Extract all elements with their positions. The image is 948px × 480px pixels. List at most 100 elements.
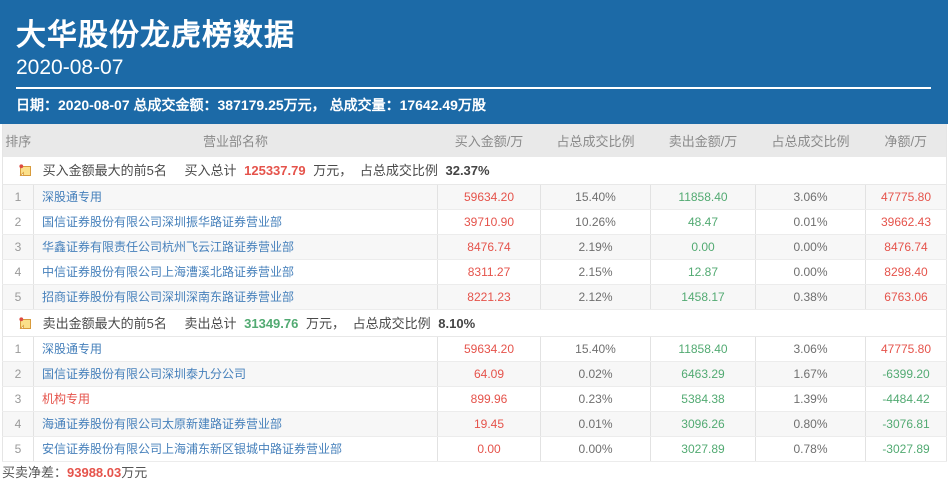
broker-cell: 国信证券股份有限公司深圳振华路证券营业部 xyxy=(33,209,438,235)
broker-link[interactable]: 华鑫证券有限责任公司杭州飞云江路证券营业部 xyxy=(42,240,295,254)
net-cell: 6763.06 xyxy=(865,284,947,310)
sell-amount-cell: 3027.89 xyxy=(650,436,756,462)
buy-amount-cell: 8476.74 xyxy=(437,234,541,260)
rank-cell: 4 xyxy=(2,411,34,437)
buy-total-label: 买入总计 xyxy=(184,163,237,179)
broker-cell: 安信证券股份有限公司上海浦东新区银城中路证券营业部 xyxy=(33,436,438,462)
sell-amount-cell: 3096.26 xyxy=(650,411,756,437)
broker-cell: 深股通专用 xyxy=(33,336,438,362)
broker-label: 机构专用 xyxy=(42,392,91,406)
sell-amount-cell: 11858.40 xyxy=(650,184,756,210)
net-cell: 47775.80 xyxy=(865,336,947,362)
sell-amount-cell: 48.47 xyxy=(650,209,756,235)
rank-cell: 5 xyxy=(2,436,34,462)
summary-line: 日期：2020-08-07 总成交金额：387179.25万元， 总成交量：17… xyxy=(16,97,486,113)
table-row: 5 招商证券股份有限公司深圳深南东路证券营业部 8221.23 2.12% 14… xyxy=(2,284,947,310)
buy-total-value: 125337.79 xyxy=(244,163,306,179)
net-cell: 8476.74 xyxy=(865,234,947,260)
broker-link[interactable]: 中信证券股份有限公司上海漕溪北路证券营业部 xyxy=(42,265,295,279)
page-header: 大华股份龙虎榜数据 2020-08-07 日期：2020-08-07 总成交金额… xyxy=(0,0,948,124)
broker-cell: 招商证券股份有限公司深圳深南东路证券营业部 xyxy=(33,284,438,310)
sell-total-value: 31349.76 xyxy=(244,315,299,331)
sell-amount-cell: 6463.29 xyxy=(650,361,756,387)
buy-total-unit: 万元， xyxy=(313,163,353,179)
net-cell: -6399.20 xyxy=(865,361,947,387)
broker-cell: 华鑫证券有限责任公司杭州飞云江路证券营业部 xyxy=(33,234,438,260)
buy-amount-cell: 8221.23 xyxy=(437,284,541,310)
buy-pct-cell: 2.19% xyxy=(540,234,651,260)
broker-cell: 中信证券股份有限公司上海漕溪北路证券营业部 xyxy=(33,259,438,285)
broker-cell: 海通证券股份有限公司太原新建路证券营业部 xyxy=(33,411,438,437)
col-sell-amount: 卖出金额/万 xyxy=(650,124,756,157)
sell-amount-cell: 5384.38 xyxy=(650,386,756,412)
buy-pct-cell: 0.23% xyxy=(540,386,651,412)
buy-amount-cell: 0.00 xyxy=(437,436,541,462)
table-row: 3 华鑫证券有限责任公司杭州飞云江路证券营业部 8476.74 2.19% 0.… xyxy=(2,234,947,260)
buy-ratio-value: 32.37% xyxy=(445,163,490,179)
rank-cell: 1 xyxy=(2,184,34,210)
table-row: 3 机构专用 899.96 0.23% 5384.38 1.39% -4484.… xyxy=(2,386,947,412)
broker-link[interactable]: 国信证券股份有限公司深圳振华路证券营业部 xyxy=(42,215,283,229)
sell-pct-cell: 3.06% xyxy=(755,336,866,362)
net-cell: 8298.40 xyxy=(865,259,947,285)
rank-cell: 3 xyxy=(2,234,34,260)
rank-cell: 2 xyxy=(2,209,34,235)
page-title: 大华股份龙虎榜数据 xyxy=(16,19,295,52)
broker-link[interactable]: 招商证券股份有限公司深圳深南东路证券营业部 xyxy=(42,290,295,304)
buy-pct-cell: 0.00% xyxy=(540,436,651,462)
rank-cell: 5 xyxy=(2,284,34,310)
net-cell: 39662.43 xyxy=(865,209,947,235)
note-icon xyxy=(19,164,32,180)
buy-pct-cell: 0.02% xyxy=(540,361,651,387)
table-row: 5 安信证券股份有限公司上海浦东新区银城中路证券营业部 0.00 0.00% 3… xyxy=(2,436,947,462)
net-diff-value: 93988.03 xyxy=(67,464,122,480)
sell-pct-cell: 1.39% xyxy=(755,386,866,412)
table-row: 2 国信证券股份有限公司深圳泰九分公司 64.09 0.02% 6463.29 … xyxy=(2,361,947,387)
broker-cell: 国信证券股份有限公司深圳泰九分公司 xyxy=(33,361,438,387)
sell-pct-cell: 1.67% xyxy=(755,361,866,387)
page-date: 2020-08-07 xyxy=(16,56,124,79)
sell-pct-cell: 0.00% xyxy=(755,234,866,260)
broker-link[interactable]: 国信证券股份有限公司深圳泰九分公司 xyxy=(42,367,247,381)
broker-link[interactable]: 深股通专用 xyxy=(42,342,103,356)
sell-ratio-value: 8.10% xyxy=(438,315,476,331)
sell-total-unit: 万元， xyxy=(305,315,345,331)
buy-pct-cell: 2.15% xyxy=(540,259,651,285)
sell-amount-cell: 0.00 xyxy=(650,234,756,260)
buy-amount-cell: 59634.20 xyxy=(437,184,541,210)
buy-amount-cell: 899.96 xyxy=(437,386,541,412)
buy-ratio-label: 占总成交比例 xyxy=(359,163,438,179)
net-cell: -3076.81 xyxy=(865,411,947,437)
buy-pct-cell: 2.12% xyxy=(540,284,651,310)
sell-amount-cell: 11858.40 xyxy=(650,336,756,362)
note-icon xyxy=(19,316,32,333)
sell-pct-cell: 0.80% xyxy=(755,411,866,437)
broker-link[interactable]: 安信证券股份有限公司上海浦东新区银城中路证券营业部 xyxy=(42,442,343,456)
sell-total-label: 卖出总计 xyxy=(184,315,237,331)
net-diff-footer: 买卖净差：93988.03万元 xyxy=(0,462,948,480)
buy-amount-cell: 59634.20 xyxy=(437,336,541,362)
sell-pct-cell: 0.78% xyxy=(755,436,866,462)
buy-amount-cell: 8311.27 xyxy=(437,259,541,285)
header-divider xyxy=(16,87,931,89)
table-header-row: 排序 营业部名称 买入金额/万 占总成交比例 卖出金额/万 占总成交比例 净额/… xyxy=(2,124,947,157)
sell-pct-cell: 3.06% xyxy=(755,184,866,210)
col-buy-pct: 占总成交比例 xyxy=(540,124,651,157)
sell-pct-cell: 0.01% xyxy=(755,209,866,235)
rank-cell: 4 xyxy=(2,259,34,285)
broker-cell: 深股通专用 xyxy=(33,184,438,210)
sell-pct-cell: 0.00% xyxy=(755,259,866,285)
table-row: 1 深股通专用 59634.20 15.40% 11858.40 3.06% 4… xyxy=(2,184,947,210)
buy-pct-cell: 0.01% xyxy=(540,411,651,437)
broker-link[interactable]: 深股通专用 xyxy=(42,190,103,204)
lhb-table: 排序 营业部名称 买入金额/万 占总成交比例 卖出金额/万 占总成交比例 净额/… xyxy=(2,124,947,462)
broker-link[interactable]: 海通证券股份有限公司太原新建路证券营业部 xyxy=(42,417,283,431)
table-row: 4 海通证券股份有限公司太原新建路证券营业部 19.45 0.01% 3096.… xyxy=(2,411,947,437)
col-broker-name: 营业部名称 xyxy=(33,124,438,157)
broker-cell: 机构专用 xyxy=(33,386,438,412)
net-cell: -3027.89 xyxy=(865,436,947,462)
buy-section-header: 买入金额最大的前5名 买入总计 125337.79 万元， 占总成交比例 32.… xyxy=(2,157,947,185)
sell-ratio-label: 占总成交比例 xyxy=(352,315,431,331)
buy-section-title: 买入金额最大的前5名 xyxy=(42,163,167,179)
rank-cell: 3 xyxy=(2,386,34,412)
